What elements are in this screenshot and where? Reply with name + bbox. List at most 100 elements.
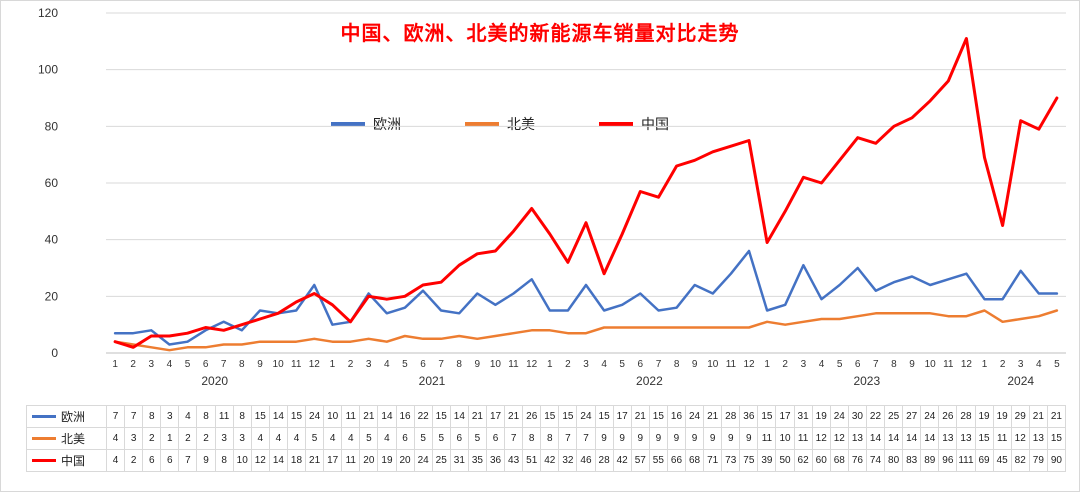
table-cell: 10 xyxy=(323,405,343,428)
table-cell: 8 xyxy=(214,449,234,472)
x-axis-month-label: 11 xyxy=(291,359,302,370)
legend-label-china: 中国 xyxy=(641,116,669,132)
table-cell: 82 xyxy=(1010,449,1030,472)
table-cell: 27 xyxy=(902,405,922,428)
x-axis-year-label: 2023 xyxy=(853,374,880,388)
table-cell: 7 xyxy=(504,427,524,450)
x-axis-year-label: 2022 xyxy=(636,374,663,388)
table-cell: 17 xyxy=(612,405,632,428)
legend-item-europe[interactable]: 欧洲 xyxy=(331,114,401,134)
table-cell: 25 xyxy=(431,449,451,472)
chart-title: 中国、欧洲、北美的新能源车销量对比走势 xyxy=(340,23,740,45)
x-axis-month-label: 6 xyxy=(420,359,426,370)
table-cell: 11 xyxy=(214,405,234,428)
table-cell: 9 xyxy=(721,427,741,450)
table-cell: 9 xyxy=(630,427,650,450)
x-axis-month-label: 4 xyxy=(819,359,825,370)
y-axis-tick-label: 100 xyxy=(38,63,58,77)
x-axis-month-label: 5 xyxy=(185,359,191,370)
legend-item-china[interactable]: 中国 xyxy=(599,114,669,134)
series-name-label: 中国 xyxy=(61,454,86,468)
table-cell: 6 xyxy=(395,427,415,450)
x-axis-month-label: 8 xyxy=(239,359,245,370)
table-cell: 4 xyxy=(250,427,270,450)
table-row-china: 中国 4 2 6 6 7 9 8 10 12 14 18 21 17 11 20 19 20 24 25 31 35 36 4… xyxy=(26,449,1067,472)
table-cell: 10 xyxy=(775,427,795,450)
table-cell: 22 xyxy=(865,405,886,428)
table-cell: 9 xyxy=(684,427,705,450)
x-axis-month-label: 7 xyxy=(438,359,444,370)
table-cell: 20 xyxy=(395,449,415,472)
y-axis-tick-label: 0 xyxy=(51,346,58,360)
table-row-north-america: 北美 4 3 2 1 2 2 3 3 4 4 4 5 4 4 5 4 6 5 5 6 5 6 7 8 8 7 7 9 9 9 9 9 9 9 9 9 11… xyxy=(26,427,1067,450)
table-cell: 21 xyxy=(1028,405,1048,428)
table-cell: 14 xyxy=(377,405,397,428)
y-axis-tick-label: 120 xyxy=(38,6,58,20)
table-cell: 39 xyxy=(757,449,777,472)
table-cell: 12 xyxy=(811,427,831,450)
y-axis-tick-label: 40 xyxy=(45,233,59,247)
x-axis-month-label: 1 xyxy=(330,359,336,370)
x-axis-month-label: 5 xyxy=(837,359,843,370)
table-cell: 14 xyxy=(920,427,940,450)
x-axis-month-label: 12 xyxy=(961,359,973,370)
table-cell: 24 xyxy=(413,449,433,472)
x-axis-month-label: 12 xyxy=(309,359,321,370)
table-cell: 28 xyxy=(721,405,741,428)
y-axis-tick-label: 60 xyxy=(45,176,59,190)
table-cell: 10 xyxy=(232,449,252,472)
table-cell: 8 xyxy=(522,427,542,450)
x-axis-month-label: 9 xyxy=(257,359,263,370)
x-axis-month-label: 3 xyxy=(1018,359,1024,370)
x-axis-year-label: 2021 xyxy=(419,374,446,388)
table-cell: 8 xyxy=(540,427,560,450)
table-cell: 14 xyxy=(449,405,469,428)
table-cell: 7 xyxy=(178,449,198,472)
x-axis-month-label: 1 xyxy=(112,359,118,370)
table-cell: 9 xyxy=(612,427,632,450)
x-axis-month-label: 10 xyxy=(707,359,719,370)
x-axis-month-label: 3 xyxy=(583,359,589,370)
table-cell: 8 xyxy=(142,405,162,428)
x-axis-month-label: 2 xyxy=(130,359,136,370)
table-cell: 11 xyxy=(341,405,361,428)
table-cell: 11 xyxy=(793,427,813,450)
table-cell: 15 xyxy=(286,405,307,428)
legend-label-europe: 欧洲 xyxy=(373,116,401,132)
x-axis-month-label: 6 xyxy=(203,359,209,370)
table-cell: 6 xyxy=(449,427,469,450)
table-cell: 45 xyxy=(992,449,1012,472)
x-axis-month-label: 1 xyxy=(547,359,553,370)
x-axis-month-label: 5 xyxy=(1054,359,1060,370)
table-cell: 12 xyxy=(829,427,849,450)
table-cell: 69 xyxy=(974,449,994,472)
table-cell: 8 xyxy=(196,405,216,428)
table-cell: 13 xyxy=(1028,427,1048,450)
table-cell: 2 xyxy=(124,449,144,472)
legend-item-north-america[interactable]: 北美 xyxy=(465,114,535,134)
table-cell: 16 xyxy=(666,405,687,428)
x-axis-month-label: 2 xyxy=(782,359,788,370)
table-cell: 4 xyxy=(323,427,343,450)
x-axis-month-label: 11 xyxy=(726,359,737,370)
x-axis-month-label: 9 xyxy=(475,359,481,370)
table-cell: 31 xyxy=(793,405,813,428)
table-cell: 14 xyxy=(865,427,886,450)
x-axis-month-label: 6 xyxy=(638,359,644,370)
table-cell: 24 xyxy=(829,405,849,428)
table-cell: 83 xyxy=(902,449,922,472)
legend-line-swatch-north-america xyxy=(465,122,499,126)
table-cell: 5 xyxy=(359,427,379,450)
chart-legend: 欧洲 北美 中国 xyxy=(331,114,669,134)
table-cell: 9 xyxy=(196,449,216,472)
table-cell: 16 xyxy=(395,405,415,428)
table-cell: 80 xyxy=(884,449,904,472)
table-cell: 7 xyxy=(124,405,144,428)
table-cell: 29 xyxy=(1010,405,1030,428)
table-cell: 19 xyxy=(974,405,994,428)
table-cell: 71 xyxy=(703,449,723,472)
chart-data-table: 欧洲 7 7 8 3 4 8 11 8 15 14 15 24 10 11 21 14 16 22 15 14 21 17 2… xyxy=(26,405,1067,472)
table-cell: 9 xyxy=(648,427,668,450)
x-axis-month-label: 4 xyxy=(167,359,173,370)
table-cell: 4 xyxy=(268,427,288,450)
